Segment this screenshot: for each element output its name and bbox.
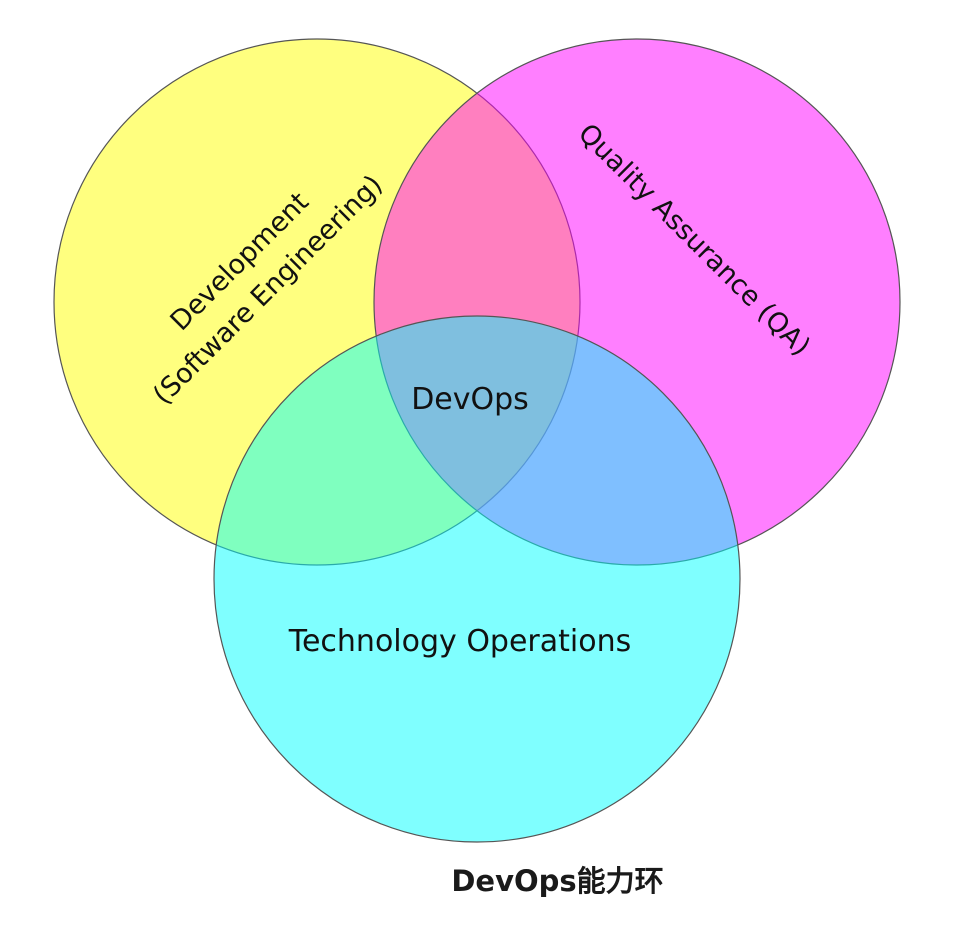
figure-caption: DevOps能力环 [451,864,664,898]
operations-circle [213,315,741,843]
venn-circles [53,38,901,843]
devops-center-label: DevOps [411,382,529,417]
operations-label: Technology Operations [288,624,632,659]
